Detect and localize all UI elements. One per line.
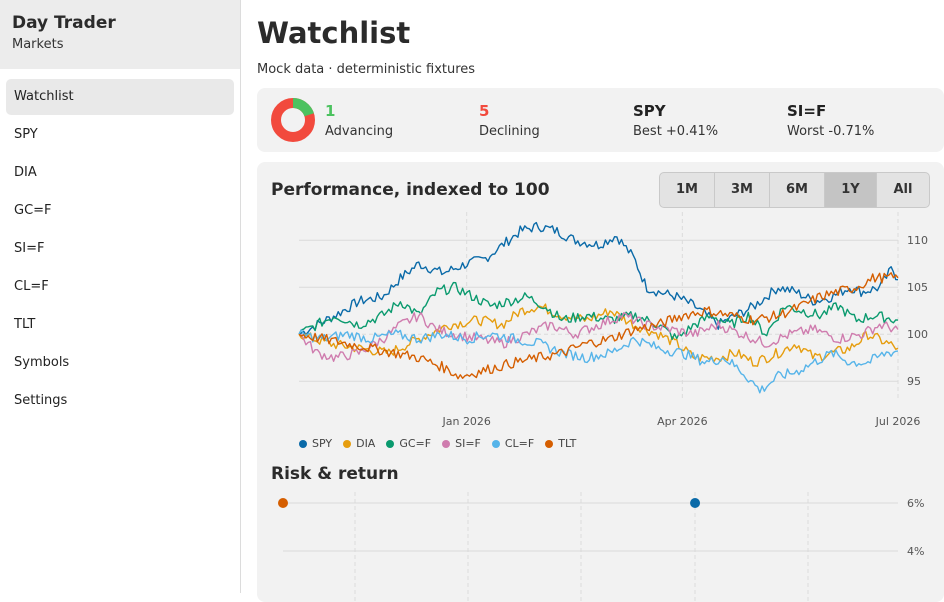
- legend-swatch: [442, 439, 451, 448]
- series-line-tlt: [298, 272, 899, 380]
- risk-return-chart: 6% 4%: [278, 492, 924, 602]
- advancing-stat: 1 Advancing: [325, 102, 393, 139]
- declining-stat: 5 Declining: [479, 102, 540, 139]
- sidebar-item-symbols[interactable]: Symbols: [14, 355, 70, 370]
- legend-swatch: [299, 439, 307, 448]
- sidebar-nav: Watchlist SPY DIA GC=F SI=F CL=F TLT Sym…: [0, 79, 240, 419]
- page-subtitle: Mock data · deterministic fixtures: [257, 62, 476, 77]
- x-tick-label: Apr 2026: [657, 415, 708, 428]
- scatter-point-spy[interactable]: [690, 498, 701, 508]
- legend-label: GC=F: [399, 437, 432, 450]
- performance-card: Performance, indexed to 100 1M 3M 6M 1Y …: [257, 162, 944, 602]
- x-tick-label: Jan 2026: [441, 415, 490, 428]
- sidebar-item-dia[interactable]: DIA: [14, 165, 37, 180]
- legend-label: CL=F: [504, 437, 535, 450]
- legend-swatch: [343, 439, 352, 448]
- legend-label: TLT: [558, 437, 577, 450]
- risk-title: Risk & return: [271, 464, 399, 484]
- advancing-declining-donut: [271, 98, 315, 142]
- legend-swatch: [491, 439, 500, 448]
- legend-swatch: [545, 439, 554, 448]
- worst-symbol: SI=F: [787, 102, 827, 120]
- donut-advancing-arc: [292, 98, 314, 117]
- advancing-label: Advancing: [325, 124, 394, 139]
- sidebar-item-watchlist[interactable]: Watchlist: [6, 79, 234, 115]
- legend-swatch: [386, 439, 395, 448]
- performance-title: Performance, indexed to 100: [271, 180, 550, 200]
- legend-item-spy[interactable]: SPY: [299, 437, 332, 450]
- summary-card: 1 Advancing 5 Declining SPY Best +0.41% …: [257, 88, 944, 152]
- worst-stat[interactable]: SI=F Worst -0.71%: [787, 102, 874, 139]
- sidebar-item-tlt[interactable]: TLT: [14, 317, 36, 332]
- best-stat[interactable]: SPY Best +0.41%: [633, 102, 718, 139]
- range-6m-button[interactable]: 6M: [770, 173, 825, 207]
- range-selector: 1M 3M 6M 1Y All: [659, 172, 930, 208]
- main-content: Watchlist Mock data · deterministic fixt…: [257, 0, 944, 602]
- series-line-si-f: [298, 312, 899, 363]
- y-tick-label: 105: [907, 281, 928, 294]
- legend-item-gc-f[interactable]: GC=F: [386, 437, 431, 450]
- app-subtitle: Markets: [12, 37, 64, 52]
- legend-label: SI=F: [455, 437, 481, 450]
- legend-item-tlt[interactable]: TLT: [545, 437, 576, 450]
- series-line-cl-f: [298, 329, 899, 394]
- legend-label: SPY: [312, 437, 333, 450]
- legend-item-si-f[interactable]: SI=F: [442, 437, 481, 450]
- advancing-count: 1: [325, 102, 336, 120]
- brand-header: Day Trader Markets: [0, 0, 240, 69]
- legend-item-cl-f[interactable]: CL=F: [491, 437, 535, 450]
- range-3m-button[interactable]: 3M: [715, 173, 770, 207]
- y-tick-label: 100: [907, 328, 928, 341]
- chart-legend: SPY DIA GC=F SI=F CL=F TLT: [299, 437, 576, 450]
- series-line-dia: [298, 303, 899, 367]
- range-all-button[interactable]: All: [893, 182, 913, 197]
- range-1m-button[interactable]: 1M: [660, 173, 715, 207]
- y-tick-label: 4%: [907, 545, 924, 558]
- worst-label: Worst -0.71%: [787, 124, 875, 139]
- scatter-point-tlt[interactable]: [278, 498, 288, 508]
- series-line-gc-f: [298, 281, 899, 341]
- best-label: Best +0.41%: [633, 124, 719, 139]
- legend-label: DIA: [356, 437, 376, 450]
- app-title: Day Trader: [12, 13, 116, 33]
- legend-item-dia[interactable]: DIA: [343, 437, 375, 450]
- sidebar-item-spy[interactable]: SPY: [14, 127, 38, 142]
- series-line-spy: [298, 221, 899, 336]
- sidebar-item-si-f[interactable]: SI=F: [14, 241, 45, 256]
- declining-label: Declining: [479, 124, 540, 139]
- y-tick-label: 95: [907, 375, 921, 388]
- sidebar-item-gc-f[interactable]: GC=F: [14, 203, 52, 218]
- performance-chart: 110 105 100 95 Jan 2026 Apr 2026 Jul 2026: [298, 212, 928, 428]
- sidebar: Day Trader Markets Watchlist SPY DIA GC=…: [0, 0, 241, 593]
- best-symbol: SPY: [633, 102, 666, 120]
- declining-count: 5: [479, 102, 490, 120]
- sidebar-item-settings[interactable]: Settings: [14, 393, 68, 408]
- page-title: Watchlist: [257, 16, 411, 50]
- y-tick-label: 6%: [907, 497, 924, 510]
- sidebar-item-cl-f[interactable]: CL=F: [14, 279, 49, 294]
- y-tick-label: 110: [907, 234, 928, 247]
- range-1y-button[interactable]: 1Y: [825, 173, 877, 207]
- x-tick-label: Jul 2026: [875, 415, 921, 428]
